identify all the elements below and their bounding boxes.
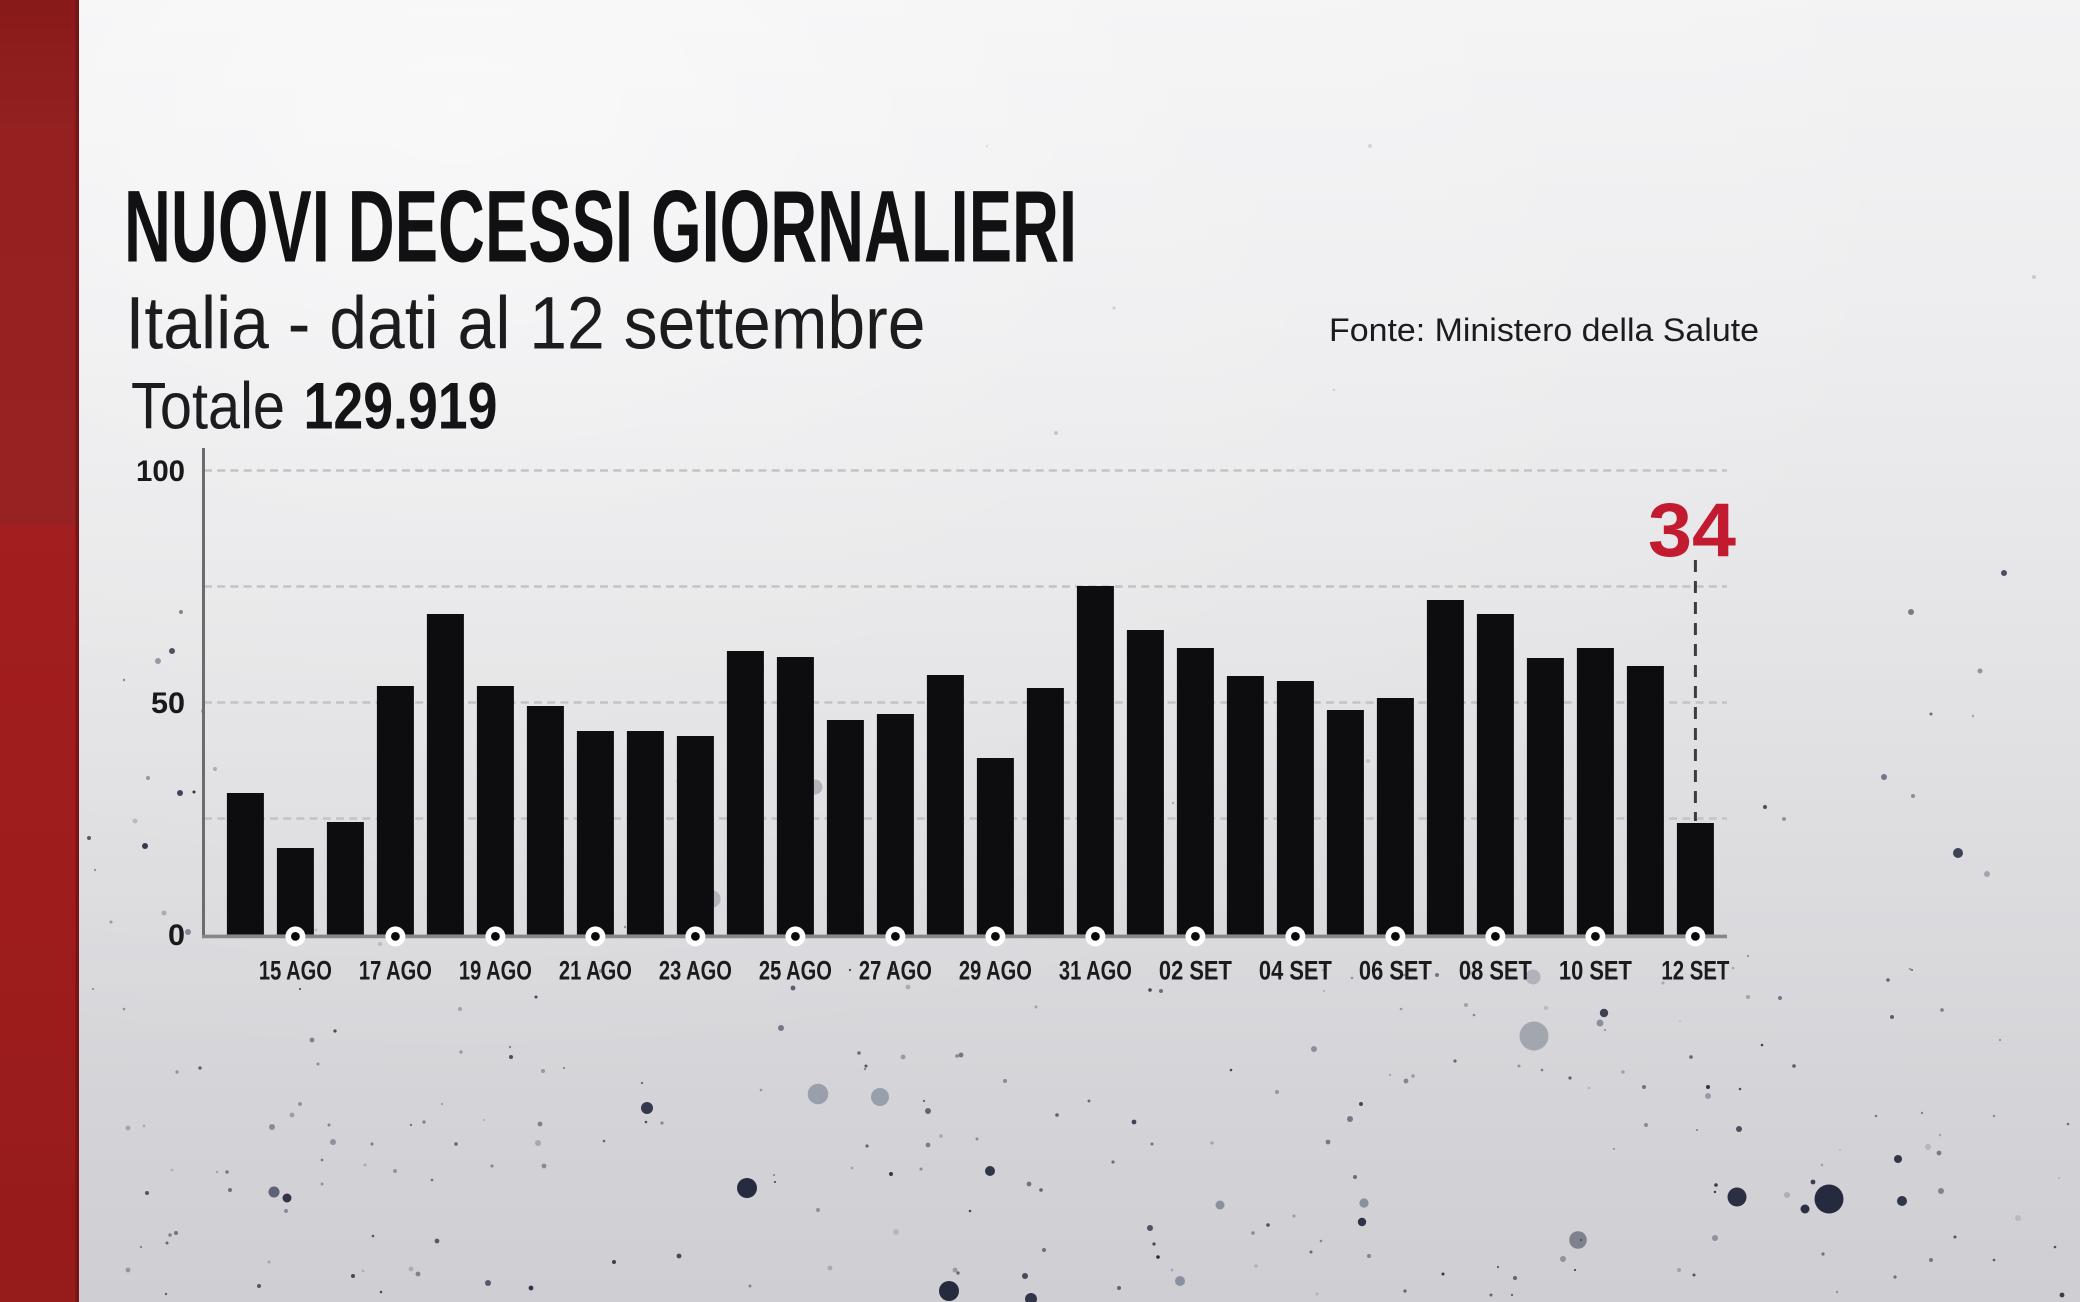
svg-text:17 AGO: 17 AGO: [359, 956, 432, 986]
svg-text:29 AGO: 29 AGO: [959, 956, 1032, 986]
svg-text:0: 0: [168, 919, 185, 952]
svg-text:34: 34: [1648, 488, 1736, 573]
svg-text:04 SET: 04 SET: [1259, 956, 1332, 986]
svg-text:Fonte: Ministero della Salute: Fonte: Ministero della Salute: [1329, 312, 1759, 348]
svg-text:23 AGO: 23 AGO: [659, 956, 732, 986]
svg-text:Totale: Totale: [131, 369, 285, 443]
svg-text:08 SET: 08 SET: [1459, 956, 1532, 986]
svg-text:21 AGO: 21 AGO: [559, 956, 632, 986]
svg-text:25 AGO: 25 AGO: [759, 956, 832, 986]
svg-text:Italia - dati al 12 settembre: Italia - dati al 12 settembre: [126, 282, 926, 365]
svg-text:50: 50: [151, 687, 185, 720]
svg-text:NUOVI DECESSI GIORNALIERI: NUOVI DECESSI GIORNALIERI: [124, 170, 1077, 284]
svg-text:100: 100: [136, 455, 185, 488]
svg-text:27 AGO: 27 AGO: [859, 956, 932, 986]
svg-text:12 SET: 12 SET: [1661, 956, 1729, 986]
svg-text:02 SET: 02 SET: [1159, 956, 1232, 986]
svg-text:129.919: 129.919: [304, 369, 498, 443]
svg-text:31 AGO: 31 AGO: [1059, 956, 1132, 986]
svg-text:06 SET: 06 SET: [1359, 956, 1432, 986]
svg-text:15 AGO: 15 AGO: [259, 956, 332, 986]
svg-text:10 SET: 10 SET: [1559, 956, 1632, 986]
svg-text:19 AGO: 19 AGO: [459, 956, 532, 986]
